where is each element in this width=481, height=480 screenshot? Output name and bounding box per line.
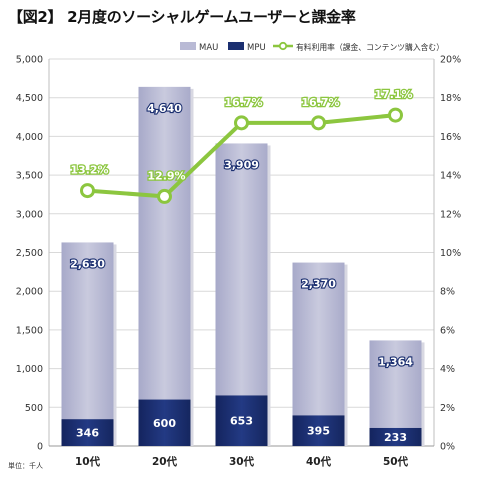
- mpu-bar: [61, 419, 114, 446]
- mpu-data-label: 346: [76, 427, 99, 440]
- x-tick-label: 10代: [75, 455, 101, 468]
- y-right-tick-label: 6%: [440, 325, 455, 336]
- mpu-data-label: 395: [307, 425, 330, 438]
- mpu-data-label: 600: [153, 417, 176, 430]
- legend-swatch-mau: [180, 42, 196, 50]
- y-right-tick-label: 10%: [440, 248, 461, 259]
- rate-marker: [311, 115, 326, 131]
- x-tick-label: 20代: [152, 455, 178, 468]
- rate-marker: [157, 188, 172, 204]
- rate-data-label: 13.2%: [70, 164, 108, 177]
- x-tick-label: 30代: [229, 455, 255, 468]
- y-right-tick-label: 16%: [440, 132, 461, 143]
- mau-data-label: 4,640: [147, 102, 182, 115]
- legend-marker-rate: [278, 41, 288, 51]
- legend-label-mau: MAU: [199, 43, 218, 53]
- y-left-tick-label: 4,000: [16, 132, 43, 143]
- y-right-tick-label: 8%: [440, 287, 455, 298]
- mpu-bar: [138, 399, 191, 446]
- mau-data-label: 3,909: [224, 158, 259, 171]
- mpu-bar: [215, 395, 268, 446]
- y-left-tick-label: 2,500: [16, 248, 43, 259]
- y-left-tick-label: 500: [25, 403, 43, 414]
- y-right-tick-label: 4%: [440, 364, 455, 375]
- mpu-data-label: 233: [384, 431, 407, 444]
- unit-note: 単位：千人: [8, 462, 43, 470]
- rate-marker: [80, 183, 95, 199]
- legend-label-mpu: MPU: [247, 43, 266, 53]
- y-right-tick-label: 2%: [440, 403, 455, 414]
- mpu-bar: [292, 415, 345, 446]
- mau-bar: [138, 86, 191, 446]
- rate-data-label: 17.1%: [374, 88, 412, 101]
- y-right-tick-label: 12%: [440, 209, 461, 220]
- y-left-tick-label: 3,000: [16, 209, 43, 220]
- mau-data-label: 2,630: [70, 257, 105, 270]
- rate-data-label: 12.9%: [147, 169, 185, 182]
- y-left-tick-label: 1,000: [16, 364, 43, 375]
- y-right-tick-label: 0%: [440, 442, 455, 453]
- mau-bar: [61, 242, 114, 446]
- legend-label-rate: 有料利用率（課金、コンテンツ購入含む）: [296, 42, 444, 52]
- y-right-tick-label: 20%: [440, 55, 461, 66]
- mpu-bar: [369, 427, 422, 446]
- mpu-data-label: 653: [230, 415, 253, 428]
- y-left-tick-label: 0: [37, 442, 43, 453]
- y-left-tick-label: 3,500: [16, 171, 43, 182]
- y-left-tick-label: 5,000: [16, 55, 43, 66]
- rate-data-label: 16.7%: [224, 96, 262, 109]
- rate-marker: [234, 115, 249, 131]
- chart-title: 【図2】 2月度のソーシャルゲームユーザーと課金率: [8, 8, 356, 26]
- rate-marker: [388, 107, 403, 123]
- x-tick-label: 40代: [306, 455, 332, 468]
- rate-data-label: 16.7%: [301, 96, 339, 109]
- legend-swatch-mpu: [228, 42, 244, 50]
- y-right-tick-label: 14%: [440, 171, 461, 182]
- y-right-tick-label: 18%: [440, 93, 461, 104]
- x-tick-label: 50代: [383, 455, 409, 468]
- y-left-tick-label: 4,500: [16, 93, 43, 104]
- y-left-tick-label: 1,500: [16, 325, 43, 336]
- y-left-tick-label: 2,000: [16, 287, 43, 298]
- mau-data-label: 1,364: [378, 355, 413, 368]
- mau-data-label: 2,370: [301, 278, 336, 291]
